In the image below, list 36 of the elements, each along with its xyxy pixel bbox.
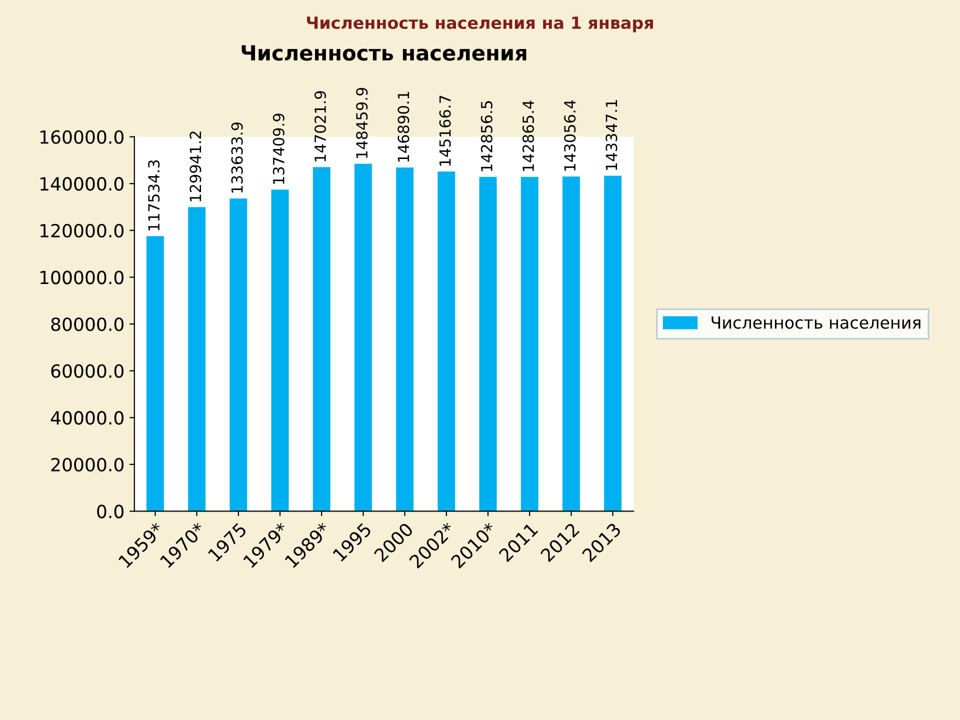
data-label: 137409.9 bbox=[272, 114, 284, 184]
bar bbox=[604, 176, 622, 512]
y-tick-label: 140000.0 bbox=[40, 177, 124, 191]
data-label: 143056.4 bbox=[564, 100, 576, 171]
bar bbox=[188, 207, 206, 512]
bar bbox=[146, 236, 164, 512]
bar bbox=[271, 190, 289, 512]
y-tick-label: 20000.0 bbox=[51, 458, 124, 472]
bar bbox=[354, 164, 372, 512]
bar bbox=[312, 167, 330, 512]
chart-title: Численность населения на 1 января bbox=[307, 16, 653, 32]
y-tick-label: 80000.0 bbox=[51, 317, 124, 332]
data-label: 117534.3 bbox=[148, 160, 160, 230]
y-tick-label: 40000.0 bbox=[50, 411, 124, 425]
data-label: 147021.9 bbox=[314, 91, 326, 162]
data-label: 146890.1 bbox=[398, 92, 410, 162]
legend-label: Численность населения bbox=[712, 316, 920, 329]
y-tick-label: 160000.0 bbox=[40, 130, 124, 144]
y-tick-label: 100000.0 bbox=[40, 270, 124, 284]
y-tick-label: 60000.0 bbox=[51, 364, 124, 378]
bar bbox=[396, 167, 414, 512]
bar bbox=[230, 198, 248, 512]
bar bbox=[520, 176, 538, 512]
bar bbox=[562, 176, 580, 512]
bar bbox=[479, 176, 497, 512]
y-tick-label: 0.0 bbox=[97, 504, 124, 518]
data-label: 145166.7 bbox=[439, 96, 451, 166]
data-label: 142856.5 bbox=[480, 101, 492, 172]
data-label: 142865.4 bbox=[522, 100, 534, 172]
data-label: 148459.9 bbox=[356, 88, 368, 158]
bar bbox=[438, 172, 456, 512]
y-tick-label: 120000.0 bbox=[40, 224, 124, 238]
data-label: 143347.1 bbox=[606, 100, 618, 170]
chart-subtitle: Численность населения bbox=[242, 45, 526, 61]
data-label: 129941.2 bbox=[190, 132, 202, 202]
data-label: 133633.9 bbox=[231, 122, 243, 193]
